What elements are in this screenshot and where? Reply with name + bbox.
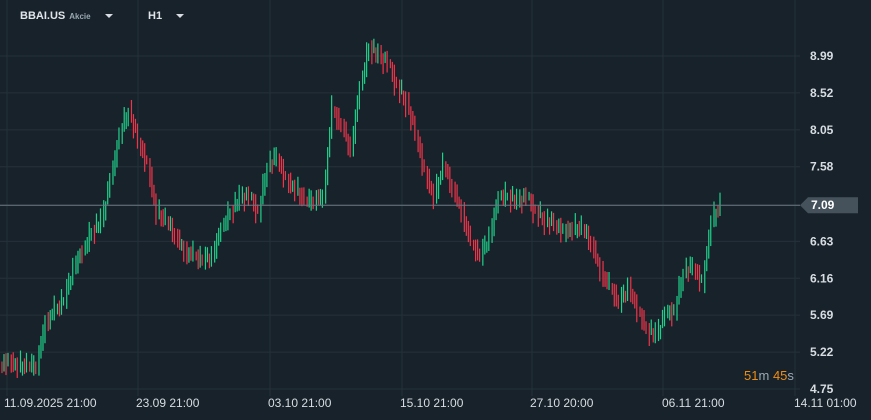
y-tick-label: 8.99 bbox=[810, 49, 834, 63]
y-tick-label: 8.52 bbox=[810, 86, 834, 100]
x-tick-label: 15.10 21:00 bbox=[400, 396, 464, 410]
timer-seconds: 45 bbox=[772, 368, 788, 383]
y-tick-label: 7.58 bbox=[810, 160, 834, 174]
y-tick-label: 6.16 bbox=[810, 271, 834, 285]
current-price-tag bbox=[800, 197, 858, 214]
timer-minutes: 51 bbox=[744, 368, 759, 383]
x-tick-label: 11.09.2025 21:00 bbox=[4, 396, 97, 410]
current-price-label: 7.09 bbox=[811, 198, 835, 212]
y-tick-label: 6.63 bbox=[810, 234, 834, 248]
instrument-type-label: Akcie bbox=[69, 12, 91, 21]
timer-seconds-unit: s bbox=[787, 368, 794, 383]
y-tick-label: 5.22 bbox=[810, 345, 834, 359]
x-tick-label: 23.09 21:00 bbox=[136, 396, 200, 410]
timeframe-label: H1 bbox=[148, 10, 163, 22]
symbol-selector[interactable]: BBAI.US Akcie bbox=[20, 10, 113, 22]
y-tick-label: 8.05 bbox=[810, 123, 834, 137]
x-tick-label: 14.11 01:00 bbox=[794, 396, 857, 410]
timer-minutes-unit: m bbox=[758, 368, 770, 383]
y-tick-label: 4.75 bbox=[810, 382, 834, 396]
x-tick-label: 06.11 21:00 bbox=[662, 396, 725, 410]
y-tick-label: 5.69 bbox=[810, 308, 834, 322]
x-tick-label: 03.10 21:00 bbox=[268, 396, 332, 410]
symbol-label: BBAI.US bbox=[20, 10, 66, 22]
chevron-down-icon bbox=[176, 14, 185, 18]
chevron-down-icon bbox=[104, 14, 113, 18]
candle-countdown: 51m 45s bbox=[744, 368, 794, 383]
timeframe-selector[interactable]: H1 bbox=[148, 10, 185, 22]
x-tick-label: 27.10 20:00 bbox=[530, 396, 594, 410]
